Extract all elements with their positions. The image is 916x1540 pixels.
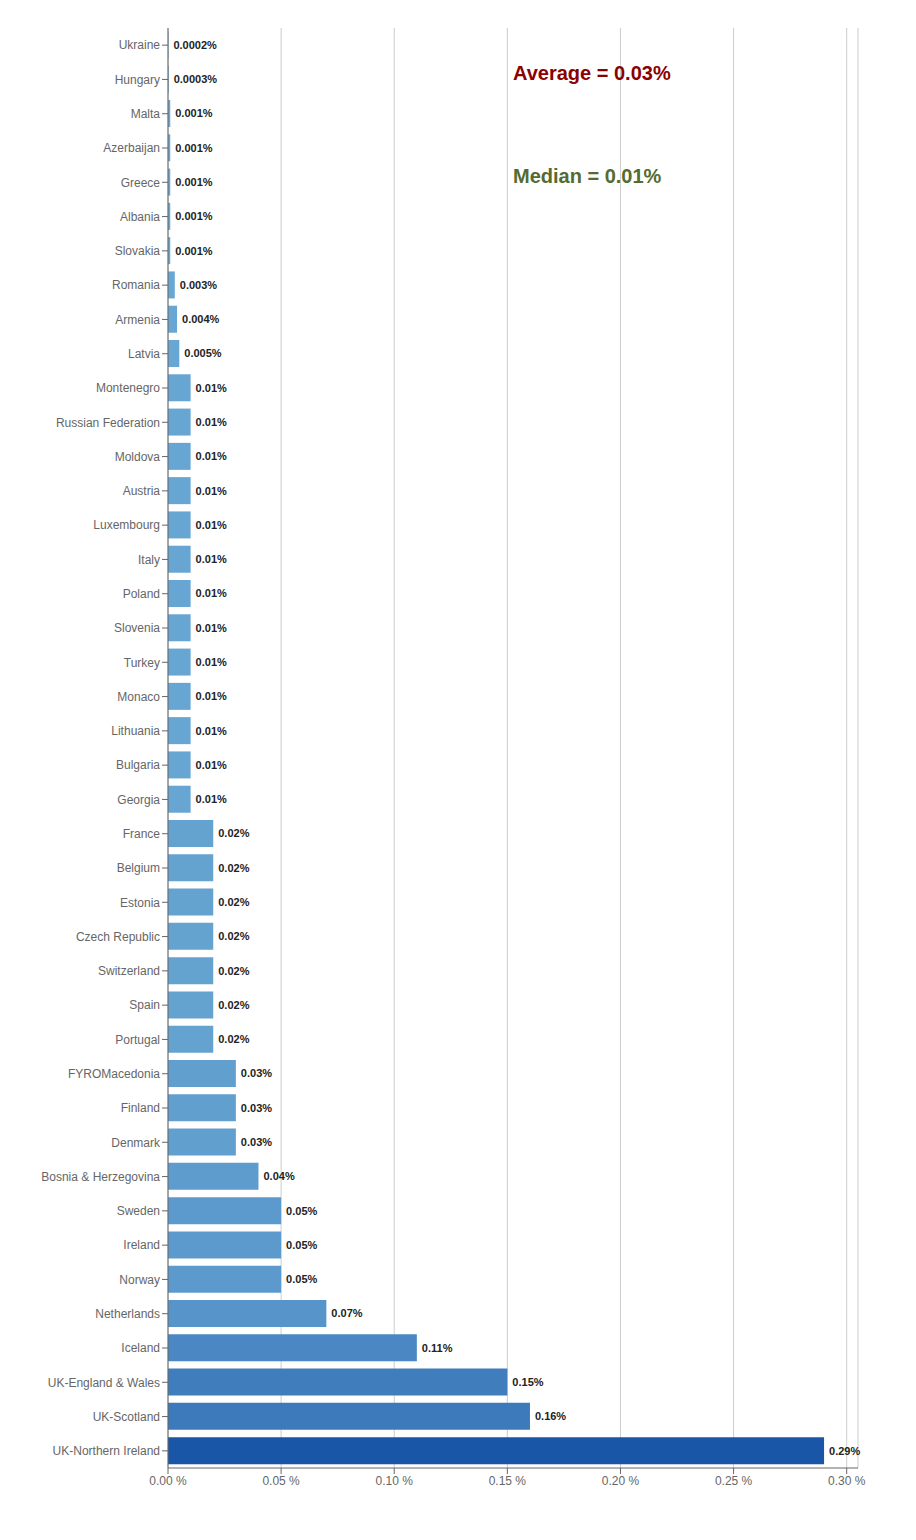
svg-text:0.01%: 0.01% (196, 450, 227, 462)
svg-text:0.05%: 0.05% (286, 1205, 317, 1217)
svg-text:0.02%: 0.02% (218, 930, 249, 942)
svg-text:0.00 %: 0.00 % (149, 1474, 187, 1488)
svg-text:0.001%: 0.001% (175, 176, 213, 188)
svg-text:Latvia: Latvia (128, 347, 160, 361)
svg-text:0.02%: 0.02% (218, 999, 249, 1011)
svg-text:Georgia: Georgia (117, 793, 160, 807)
svg-text:Spain: Spain (129, 998, 160, 1012)
svg-text:Lithuania: Lithuania (111, 724, 160, 738)
svg-text:Netherlands: Netherlands (95, 1307, 160, 1321)
svg-text:Monaco: Monaco (117, 690, 160, 704)
svg-text:0.11%: 0.11% (422, 1342, 453, 1354)
svg-text:0.01%: 0.01% (196, 759, 227, 771)
svg-text:0.05%: 0.05% (286, 1239, 317, 1251)
svg-text:UK-Northern Ireland: UK-Northern Ireland (53, 1444, 160, 1458)
svg-text:0.10 %: 0.10 % (376, 1474, 414, 1488)
svg-text:Bosnia & Herzegovina: Bosnia & Herzegovina (41, 1170, 160, 1184)
svg-text:Poland: Poland (123, 587, 160, 601)
svg-text:Russian Federation: Russian Federation (56, 416, 160, 430)
svg-text:Moldova: Moldova (115, 450, 161, 464)
svg-text:Estonia: Estonia (120, 896, 160, 910)
svg-text:0.25 %: 0.25 % (715, 1474, 753, 1488)
svg-text:0.02%: 0.02% (218, 862, 249, 874)
svg-text:0.03%: 0.03% (241, 1067, 272, 1079)
svg-text:Malta: Malta (131, 107, 161, 121)
svg-text:Montenegro: Montenegro (96, 381, 160, 395)
svg-text:0.29%: 0.29% (829, 1445, 860, 1457)
svg-text:0.01%: 0.01% (196, 382, 227, 394)
svg-text:0.01%: 0.01% (196, 485, 227, 497)
svg-text:FYROMacedonia: FYROMacedonia (68, 1067, 160, 1081)
svg-text:0.0003%: 0.0003% (174, 73, 218, 85)
svg-text:0.003%: 0.003% (180, 279, 218, 291)
svg-text:Finland: Finland (121, 1101, 160, 1115)
svg-text:0.15%: 0.15% (512, 1376, 543, 1388)
svg-text:UK-Scotland: UK-Scotland (93, 1410, 160, 1424)
svg-text:Slovenia: Slovenia (114, 621, 160, 635)
svg-text:0.02%: 0.02% (218, 827, 249, 839)
svg-text:0.01%: 0.01% (196, 519, 227, 531)
svg-text:Belgium: Belgium (117, 861, 160, 875)
svg-text:0.03%: 0.03% (241, 1136, 272, 1148)
svg-text:0.05%: 0.05% (286, 1273, 317, 1285)
svg-text:Denmark: Denmark (111, 1136, 161, 1150)
svg-text:UK-England & Wales: UK-England & Wales (48, 1376, 160, 1390)
svg-text:0.005%: 0.005% (184, 347, 222, 359)
svg-text:0.004%: 0.004% (182, 313, 220, 325)
html-text:Median = 0.01%: Median = 0.01% (513, 165, 662, 188)
svg-text:0.01%: 0.01% (196, 656, 227, 668)
svg-text:Ireland: Ireland (123, 1238, 160, 1252)
svg-text:0.30 %: 0.30 % (828, 1474, 866, 1488)
svg-text:0.01%: 0.01% (196, 587, 227, 599)
svg-text:Czech Republic: Czech Republic (76, 930, 160, 944)
svg-text:0.001%: 0.001% (175, 210, 213, 222)
svg-text:0.02%: 0.02% (218, 1033, 249, 1045)
svg-text:0.001%: 0.001% (175, 107, 213, 119)
svg-text:Italy: Italy (138, 553, 160, 567)
svg-text:Portugal: Portugal (115, 1033, 160, 1047)
svg-text:Greece: Greece (121, 176, 161, 190)
svg-text:Norway: Norway (119, 1273, 160, 1287)
svg-text:0.001%: 0.001% (175, 142, 213, 154)
svg-text:0.001%: 0.001% (175, 245, 213, 257)
svg-text:0.20 %: 0.20 % (602, 1474, 640, 1488)
svg-text:Azerbaijan: Azerbaijan (103, 141, 160, 155)
svg-text:Iceland: Iceland (121, 1341, 160, 1355)
svg-text:Ukraine: Ukraine (119, 38, 161, 52)
svg-text:0.01%: 0.01% (196, 622, 227, 634)
svg-text:Turkey: Turkey (124, 656, 160, 670)
svg-text:0.02%: 0.02% (218, 896, 249, 908)
svg-text:0.01%: 0.01% (196, 725, 227, 737)
svg-text:0.01%: 0.01% (196, 690, 227, 702)
svg-text:France: France (123, 827, 161, 841)
svg-text:0.05 %: 0.05 % (262, 1474, 300, 1488)
svg-text:0.0002%: 0.0002% (173, 39, 217, 51)
svg-text:Slovakia: Slovakia (115, 244, 161, 258)
svg-text:Romania: Romania (112, 278, 160, 292)
svg-text:Sweden: Sweden (117, 1204, 160, 1218)
svg-text:Switzerland: Switzerland (98, 964, 160, 978)
svg-text:Luxembourg: Luxembourg (93, 518, 160, 532)
svg-text:Hungary: Hungary (115, 73, 160, 87)
svg-text:0.02%: 0.02% (218, 965, 249, 977)
svg-text:0.01%: 0.01% (196, 416, 227, 428)
svg-text:0.01%: 0.01% (196, 793, 227, 805)
html-text:Average = 0.03%: Average = 0.03% (513, 62, 671, 85)
svg-text:Armenia: Armenia (115, 313, 160, 327)
svg-text:Albania: Albania (120, 210, 160, 224)
svg-text:Bulgaria: Bulgaria (116, 758, 160, 772)
svg-text:0.03%: 0.03% (241, 1102, 272, 1114)
svg-text:Austria: Austria (123, 484, 161, 498)
svg-text:0.01%: 0.01% (196, 553, 227, 565)
svg-text:0.07%: 0.07% (331, 1307, 362, 1319)
svg-text:0.15 %: 0.15 % (489, 1474, 527, 1488)
svg-text:0.16%: 0.16% (535, 1410, 566, 1422)
svg-text:0.04%: 0.04% (263, 1170, 294, 1182)
